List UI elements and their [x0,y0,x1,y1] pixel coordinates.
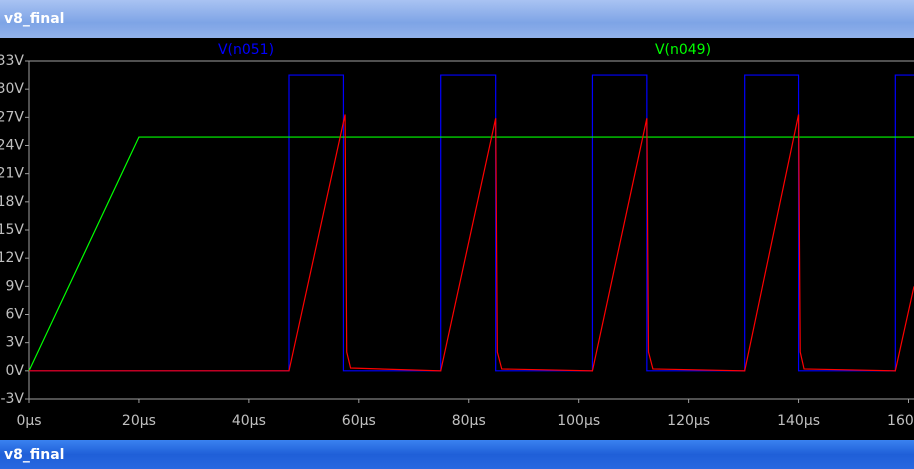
window-title: v8_final [4,11,65,27]
trace [28,136,914,372]
x-tick-label: 80µs [452,413,486,429]
y-tick-label: 18V [0,194,24,210]
title-bar: v8_final [0,0,914,38]
y-tick-label: 30V [0,81,24,97]
x-tick-label: 100µs [557,413,600,429]
x-tick-label: 20µs [122,413,156,429]
y-tick-label: 15V [0,222,24,238]
plot: -3V 0V 3V 6V 9V 12V 15V 18V 21V 24V 27V 30V 33V 0µs 20… [0,38,914,440]
y-tick-label: 12V [0,250,24,266]
plot-bg [0,38,914,440]
y-tick-label: 24V [0,138,24,154]
y-tick-label: 3V [6,335,25,351]
y-tick-label: 33V [0,53,24,69]
x-tick-label: 120µs [667,413,710,429]
x-tick-label: 0µs [16,413,41,429]
legend-label: V(n049) [655,42,711,58]
y-tick-label: 0V [6,363,25,379]
x-tick-label: 40µs [232,413,266,429]
taskbar-title[interactable]: v8_final [4,447,65,463]
y-tick-label: 27V [0,109,24,125]
x-tick-label: 60µs [342,413,376,429]
y-tick-label: 21V [0,166,24,182]
y-tick-label: 6V [6,307,25,323]
trace [29,114,914,372]
taskbar[interactable]: v8_final [0,440,914,469]
x-tick-label: 160µs [887,413,914,429]
y-tick-label: -3V [0,391,24,407]
x-tick-label: 140µs [777,413,820,429]
y-tick-label: 9V [6,278,25,294]
legend-label: V(n051) [218,42,274,58]
